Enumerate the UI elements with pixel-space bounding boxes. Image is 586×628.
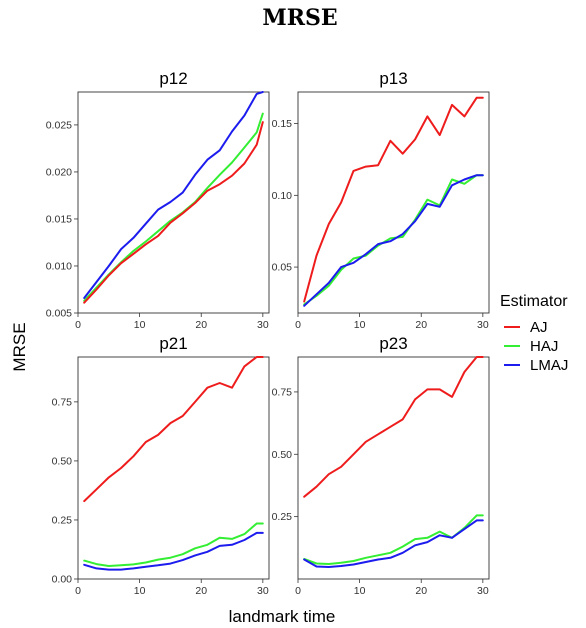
y-tick-label: 0.005 [46,308,72,320]
y-tick-label: 0.25 [272,511,293,523]
legend-label: AJ [530,319,548,336]
x-axis-title: landmark time [229,607,336,626]
y-tick-label: 0.50 [52,455,73,467]
panel-frame [297,91,490,314]
y-tick-label: 0.025 [46,119,72,131]
y-tick-label: 0.10 [272,190,293,202]
x-tick-label: 0 [75,319,81,331]
legend: Estimator AJ HAJ LMAJ [500,293,568,374]
panel-title: p23 [379,334,407,353]
panel-p21: p21 0 10 20 30 0.00 0.25 0.50 0.75 [52,334,270,597]
series-line-lmaj [303,174,484,307]
y-tick-label: 0.50 [272,449,293,461]
x-tick-label: 20 [415,585,427,597]
series-line-haj [83,522,264,567]
panel-frame [77,91,270,314]
y-tick-label: 0.010 [46,260,72,272]
panel-frame [297,356,490,580]
x-tick-label: 30 [257,585,269,597]
y-tick-label: 0.00 [52,574,73,586]
y-tick-label: 0.15 [272,118,293,130]
panel-title: p13 [379,69,407,88]
series-line-aj [303,96,484,303]
x-tick-label: 0 [295,319,301,331]
figure-title: MRSE [262,5,337,31]
panel-p13: p13 0 10 20 30 0.05 0.10 0.15 [272,69,490,331]
panel-p23: p23 0 10 20 30 0.25 0.50 0.75 [272,334,490,597]
series-line-aj [83,356,264,503]
x-tick-label: 30 [477,319,489,331]
x-tick-label: 10 [354,585,366,597]
x-tick-label: 30 [257,319,269,331]
series-line-aj [83,121,264,304]
legend-label: HAJ [530,338,558,355]
panel-p12: p12 0 10 20 30 0.005 0.010 0.015 0.020 0.025 [46,69,270,331]
panel-title: p21 [159,334,187,353]
series-line-lmaj [83,531,264,571]
series-line-aj [303,356,484,498]
x-tick-label: 30 [477,585,489,597]
x-tick-label: 20 [195,319,207,331]
legend-entries: AJ HAJ LMAJ [504,319,568,374]
y-tick-label: 0.25 [52,514,73,526]
x-tick-label: 10 [134,585,146,597]
facet-panels: p12 0 10 20 30 0.005 0.010 0.015 0.020 0.025 p13 0 1… [46,69,490,597]
panel-title: p12 [159,69,187,88]
x-tick-label: 10 [354,319,366,331]
y-tick-label: 0.75 [52,396,73,408]
series-line-lmaj [83,91,264,299]
x-tick-label: 20 [195,585,207,597]
y-tick-label: 0.020 [46,166,72,178]
y-tick-label: 0.05 [272,262,293,274]
y-tick-label: 0.75 [272,386,293,398]
legend-label: LMAJ [530,357,568,374]
panel-frame [77,356,270,580]
y-axis-title: MRSE [10,322,29,371]
legend-entry-haj: HAJ [504,338,558,355]
x-tick-label: 0 [295,585,301,597]
legend-entry-aj: AJ [504,319,548,336]
legend-entry-lmaj: LMAJ [504,357,568,374]
legend-title: Estimator [500,293,568,310]
x-tick-label: 10 [134,319,146,331]
x-tick-label: 0 [75,585,81,597]
y-tick-label: 0.015 [46,213,72,225]
x-tick-label: 20 [415,319,427,331]
series-line-lmaj [303,519,484,568]
